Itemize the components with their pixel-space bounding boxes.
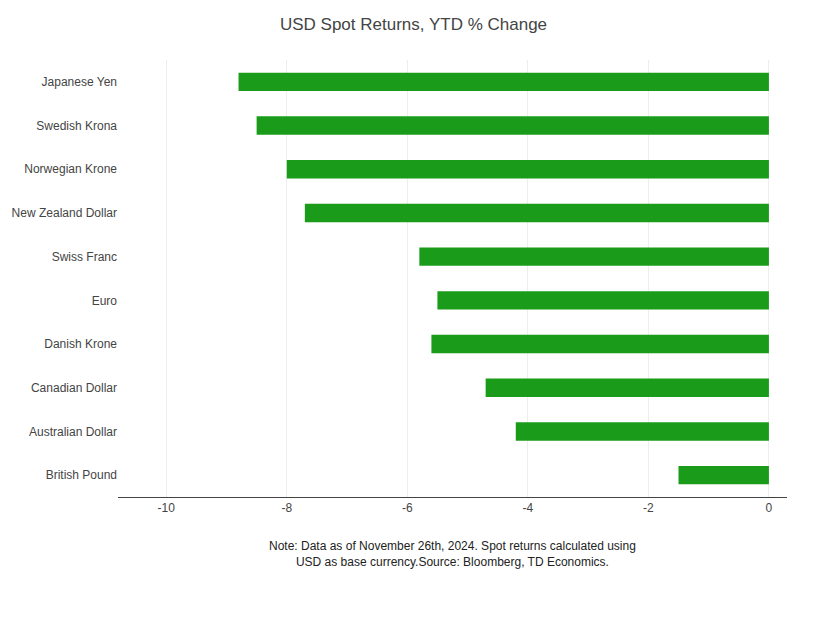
- svg-text:Swedish Krona: Swedish Krona: [36, 119, 117, 133]
- svg-text:0: 0: [766, 501, 773, 515]
- svg-text:Note: Data as of November 26th: Note: Data as of November 26th, 2024. Sp…: [269, 539, 636, 569]
- svg-text:Norwegian Krone: Norwegian Krone: [24, 162, 117, 176]
- svg-text:Euro: Euro: [92, 294, 118, 308]
- svg-text:British Pound: British Pound: [46, 468, 117, 482]
- svg-text:Canadian Dollar: Canadian Dollar: [31, 381, 117, 395]
- svg-text:-6: -6: [402, 501, 413, 515]
- svg-text:-2: -2: [643, 501, 654, 515]
- svg-text:-4: -4: [523, 501, 534, 515]
- svg-text:Australian Dollar: Australian Dollar: [29, 425, 117, 439]
- svg-text:Japanese Yen: Japanese Yen: [42, 75, 117, 89]
- svg-text:USD Spot Returns, YTD % Change: USD Spot Returns, YTD % Change: [280, 15, 547, 34]
- svg-text:-10: -10: [158, 501, 176, 515]
- svg-text:Danish Krone: Danish Krone: [44, 337, 117, 351]
- svg-text:-8: -8: [281, 501, 292, 515]
- svg-text:New Zealand Dollar: New Zealand Dollar: [12, 206, 117, 220]
- svg-text:Swiss Franc: Swiss Franc: [52, 250, 117, 264]
